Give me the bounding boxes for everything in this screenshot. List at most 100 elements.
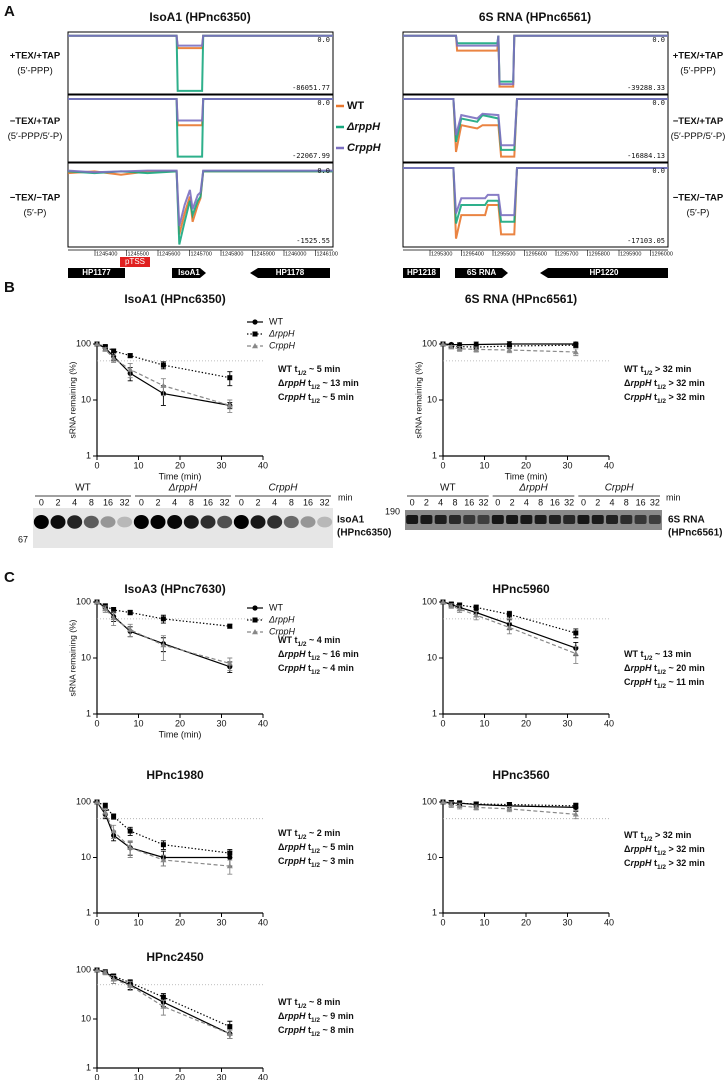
half-life-note: CrppH t1/2 ~ 4 min [278,663,354,676]
track-label: −TEX/−TAP [673,193,724,204]
legend-label: ΔrppH [268,614,295,624]
x-tick-label: 20 [521,460,531,470]
note-part: C [624,677,631,687]
y-tick-label: 10 [81,852,91,862]
note-part: ~ 5 min [307,364,341,374]
data-point [473,804,480,810]
panel-label: A [4,3,15,20]
y-tick-label: 10 [81,1013,91,1023]
note-part: t [306,392,312,402]
y-tick-label: 100 [422,796,437,806]
track-frame [67,94,334,163]
y-tick-label: 10 [81,652,91,662]
x-tick-label: 30 [562,718,572,728]
x-tick-label: 30 [562,917,572,927]
track-frame [402,31,669,95]
note-part: WT t [624,830,644,840]
lane-label: 8 [624,497,629,507]
gel-band [317,516,333,528]
note-part: ~ 16 min [320,649,359,659]
series-line [96,343,230,406]
note-part: 1/2 [644,370,653,377]
half-life-note: ΔrppH t1/2 > 32 min [624,378,705,391]
data-point [160,616,166,622]
data-point [226,863,233,869]
x-tick-label: 30 [562,460,572,470]
data-point [456,605,463,612]
data-point [252,331,258,337]
note-part: > 32 min [653,364,692,374]
data-point [127,353,133,359]
note-part: t [306,1025,312,1035]
gel-band [648,515,661,524]
y-tick-label: 10 [81,394,91,404]
note-part: > 32 min [666,378,705,388]
note-part: rppH [284,378,305,388]
chart-title: IsoA1 (HPnc6350) [124,292,225,306]
chart-title: HPnc3560 [492,768,550,782]
coord-label: 1245800 [222,251,243,257]
gel-band [420,515,433,524]
x-tick-label: 20 [175,917,185,927]
note-part: 1/2 [657,864,666,871]
x-axis-label: Time (min) [505,471,548,481]
data-point [506,802,512,808]
gel-marker: 67 [18,534,28,544]
note-part: WT t [278,364,298,374]
x-tick-label: 10 [133,917,143,927]
lane-label: 16 [464,497,474,507]
y-axis-label: sRNA remaining (%) [67,619,77,696]
data-point [102,969,109,975]
data-point [160,362,166,368]
coord-label: 1295900 [620,251,641,257]
gel-band [477,515,490,524]
coord-label: 1295700 [557,251,578,257]
data-point [572,348,579,355]
note-part: rppH [630,378,651,388]
note-part: WT t [624,364,644,374]
note-part: 1/2 [657,384,666,391]
gel-band [620,515,633,524]
note-part: rppH [284,842,305,852]
x-tick-label: 0 [94,460,99,470]
track-frame [67,162,334,248]
data-point [227,623,233,629]
note-part: WT t [624,649,644,659]
note-part: ~ 8 min [307,997,341,1007]
note-part: 1/2 [657,669,666,676]
gel-band [217,515,233,529]
y-tick-label: 100 [76,796,91,806]
data-point [160,857,167,863]
note-part: C [624,858,631,868]
lane-label: 2 [155,497,160,507]
note-part: t [305,1011,311,1021]
x-tick-label: 20 [175,718,185,728]
gel-label: (HPnc6561) [668,528,722,539]
data-point [160,382,167,388]
lane-label: 4 [610,497,615,507]
chart-title: 6S RNA (HPnc6561) [465,292,577,306]
x-tick-label: 0 [94,917,99,927]
half-life-note: ΔrppH t1/2 ~ 13 min [278,378,359,391]
track-max: 0.0 [652,36,665,44]
x-tick-label: 20 [175,460,185,470]
x-tick-label: 40 [604,460,614,470]
x-tick-label: 0 [94,718,99,728]
data-point [448,344,455,350]
track-sublabel: (5′-P) [24,208,47,219]
note-part: 1/2 [311,1031,320,1038]
lane-label: 32 [564,497,574,507]
half-life-note: WT t1/2 > 32 min [624,364,691,377]
gel-band [563,515,576,524]
note-part: ~ 5 min [320,842,354,852]
gel-group: ΔrppH [168,483,198,494]
track-sublabel: (5′-PPP) [17,66,53,77]
data-point [457,602,463,608]
y-tick-label: 1 [432,708,437,718]
track-label: +TEX/+TAP [10,51,61,62]
track-max: 0.0 [652,167,665,175]
gene-label: HP1218 [407,268,436,277]
data-point [506,343,512,349]
note-part: rppH [285,663,306,673]
